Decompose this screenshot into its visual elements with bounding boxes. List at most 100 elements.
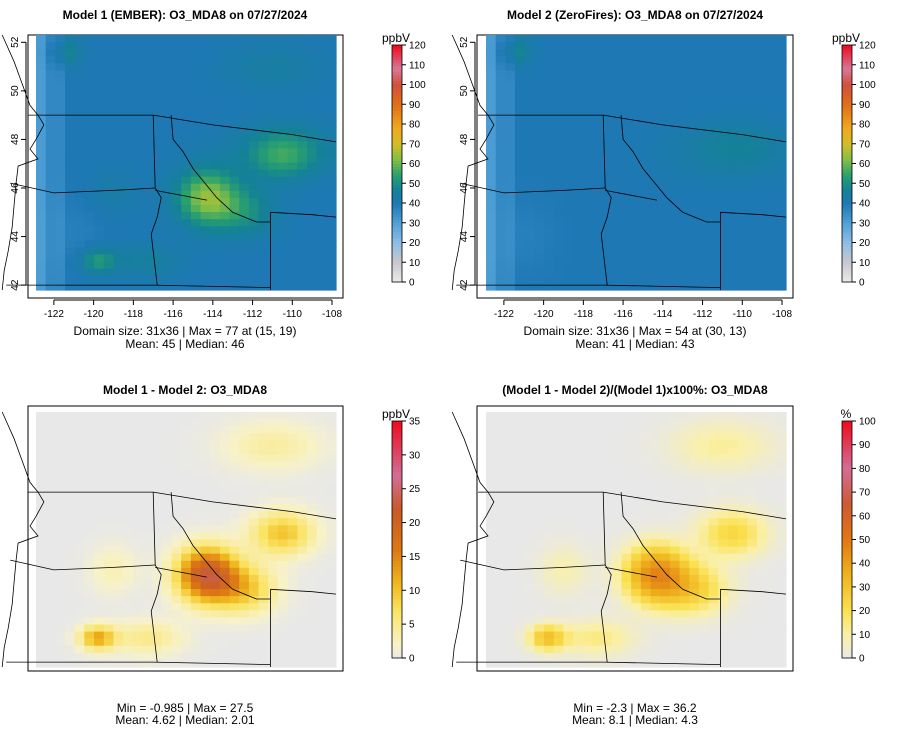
heatmap-cell — [756, 574, 768, 583]
colorbar-segment — [392, 474, 402, 478]
heatmap-cell — [45, 426, 56, 434]
heatmap-cell — [689, 120, 700, 128]
heatmap-cell — [698, 49, 710, 57]
heatmap-cell — [152, 518, 163, 526]
heatmap-cell — [152, 475, 163, 484]
heatmap-cell — [132, 504, 144, 512]
heatmap-cell — [258, 212, 269, 220]
heatmap-cell — [669, 539, 681, 548]
heatmap-cell — [621, 49, 632, 57]
heatmap-cell — [123, 645, 134, 654]
heatmap-cell — [737, 268, 748, 277]
heatmap-cell — [747, 275, 758, 284]
heatmap-cell — [45, 603, 56, 611]
heatmap-cell — [229, 574, 240, 583]
heatmap-cell — [602, 233, 613, 242]
heatmap-cell — [650, 169, 661, 178]
heatmap-cell — [190, 617, 202, 626]
heatmap-cell — [766, 461, 777, 470]
heatmap-cell — [316, 240, 327, 249]
heatmap-cell — [181, 254, 192, 263]
heatmap-cell — [524, 226, 535, 234]
heatmap-cell — [306, 574, 318, 583]
heatmap-cell — [45, 631, 56, 640]
heatmap-cell — [737, 134, 748, 142]
heatmap-cell — [190, 546, 202, 555]
heatmap-cell — [544, 49, 555, 57]
heatmap-cell — [132, 105, 144, 114]
heatmap-cell — [36, 560, 47, 569]
heatmap-cell — [306, 567, 318, 576]
heatmap-cell — [103, 35, 115, 43]
heatmap-cell — [505, 77, 516, 86]
heatmap-cell — [171, 645, 182, 654]
heatmap-cell — [210, 120, 221, 128]
heatmap-cell — [776, 525, 787, 534]
heatmap-cell — [113, 461, 124, 470]
heatmap-cell — [698, 511, 710, 519]
colorbar-segment — [392, 586, 402, 591]
heatmap-cell — [152, 282, 163, 291]
heatmap-cell — [650, 176, 661, 185]
colorbar-tick-label: 80 — [409, 120, 421, 131]
colorbar-segment — [842, 77, 852, 82]
heatmap-cell — [113, 56, 124, 64]
heatmap-cell — [708, 212, 719, 220]
heatmap-cell — [45, 120, 56, 128]
heatmap-cell — [611, 610, 623, 619]
colorbar-tick-label: 0 — [859, 278, 865, 289]
heatmap-cell — [113, 84, 124, 93]
heatmap-cell — [229, 412, 240, 420]
heatmap-cell — [573, 91, 584, 100]
heatmap-cell — [219, 268, 231, 277]
heatmap-cell — [239, 532, 250, 541]
heatmap-cell — [708, 148, 719, 157]
heatmap-cell — [544, 645, 555, 654]
heatmap-cell — [631, 560, 642, 569]
heatmap-cell — [287, 254, 298, 263]
heatmap-cell — [524, 98, 535, 107]
heatmap-cell — [181, 589, 192, 597]
heatmap-cell — [142, 447, 153, 456]
heatmap-cell — [486, 275, 497, 284]
heatmap-cell — [287, 447, 298, 456]
heatmap-cell — [84, 112, 95, 121]
heatmap-cell — [747, 589, 758, 597]
heatmap-cell — [113, 433, 124, 441]
heatmap-cell — [181, 624, 192, 633]
heatmap-cell — [65, 468, 76, 477]
heatmap-cell — [65, 63, 76, 72]
heatmap-cell — [563, 546, 574, 555]
colorbar-segment — [392, 545, 402, 549]
heatmap-cell — [495, 497, 506, 505]
heatmap-cell — [45, 596, 56, 604]
heatmap-cell — [534, 645, 545, 654]
heatmap-cell — [679, 190, 690, 199]
heatmap-cell — [65, 546, 76, 555]
heatmap-cell — [640, 35, 652, 43]
heatmap-cell — [776, 412, 787, 420]
heatmap-cell — [36, 91, 47, 100]
heatmap-cell — [210, 205, 221, 213]
heatmap-cell — [326, 275, 337, 284]
heatmap-cell — [698, 268, 710, 277]
heatmap-cell — [161, 84, 173, 93]
heatmap-cell — [132, 197, 144, 206]
heatmap-cell — [84, 475, 95, 484]
heatmap-cell — [602, 553, 613, 562]
heatmap-cell — [486, 610, 497, 619]
heatmap-cell — [708, 254, 719, 263]
heatmap-cell — [689, 525, 700, 534]
heatmap-cell — [553, 148, 565, 157]
heatmap-cell — [103, 261, 115, 270]
coastline — [1, 411, 45, 668]
heatmap-cell — [679, 162, 690, 171]
heatmap-cell — [515, 567, 526, 576]
heatmap-cell — [210, 617, 221, 626]
colorbar-segment — [842, 649, 852, 653]
heatmap-cell — [326, 652, 337, 661]
heatmap-cell — [553, 468, 565, 477]
heatmap-cell — [495, 240, 506, 249]
heatmap-cell — [306, 433, 318, 441]
heatmap-cell — [277, 645, 289, 654]
